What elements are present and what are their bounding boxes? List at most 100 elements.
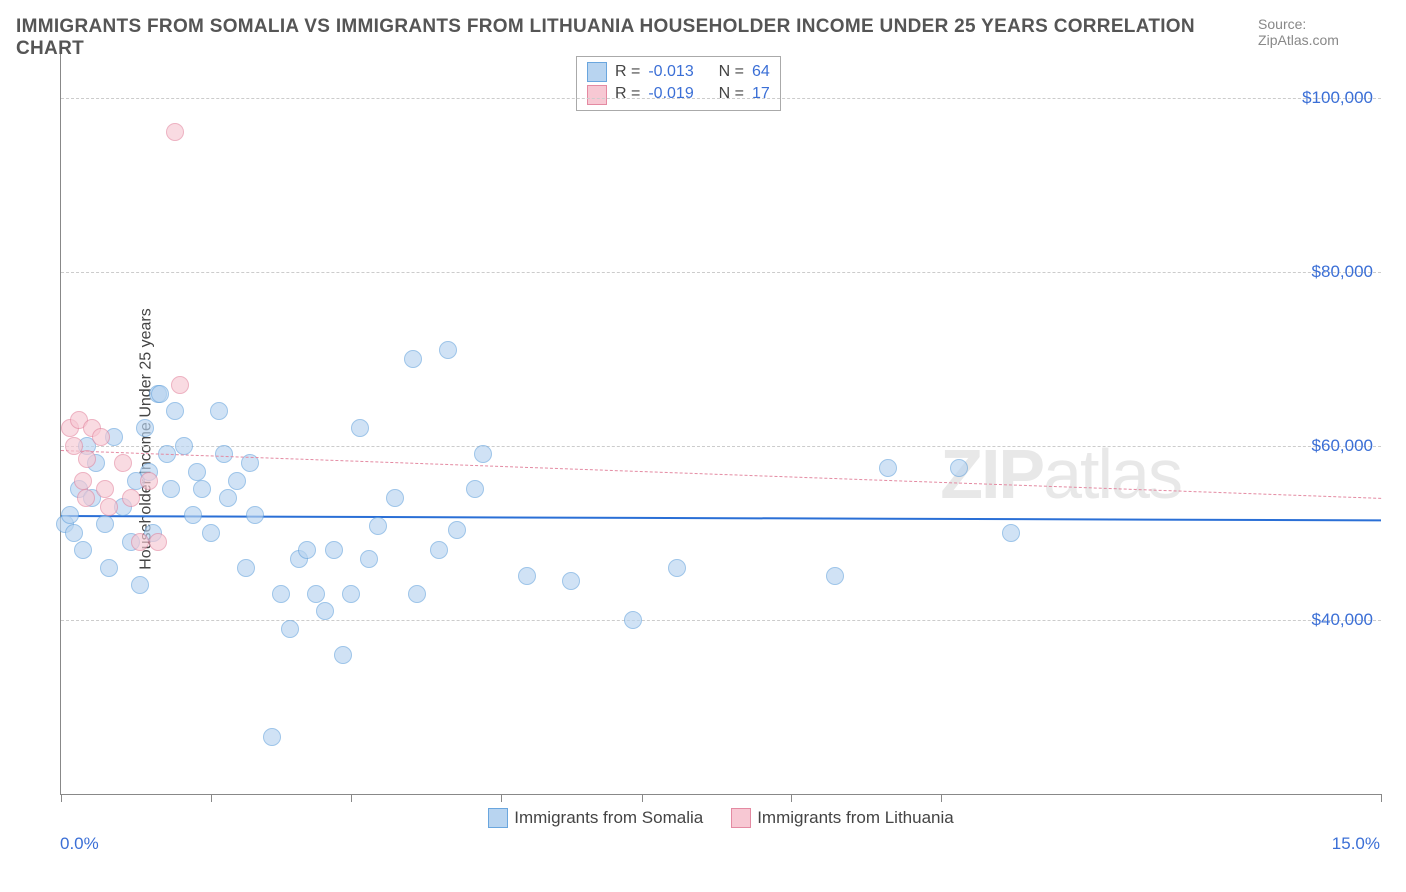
data-point-somalia (334, 646, 352, 664)
swatch-icon (587, 85, 607, 105)
data-point-somalia (210, 402, 228, 420)
data-point-somalia (879, 459, 897, 477)
data-point-somalia (175, 437, 193, 455)
data-point-lithuania (149, 533, 167, 551)
legend-item-somalia: Immigrants from Somalia (488, 808, 703, 828)
stats-row-somalia: R = -0.013 N = 64 (587, 61, 770, 83)
data-point-somalia (430, 541, 448, 559)
data-point-somalia (65, 524, 83, 542)
swatch-icon (731, 808, 751, 828)
data-point-somalia (360, 550, 378, 568)
data-point-somalia (166, 402, 184, 420)
data-point-somalia (202, 524, 220, 542)
data-point-somalia (386, 489, 404, 507)
data-point-lithuania (114, 454, 132, 472)
legend-label: Immigrants from Lithuania (757, 808, 954, 828)
trend-line-lithuania (61, 450, 1381, 499)
x-tick (791, 794, 792, 802)
legend-item-lithuania: Immigrants from Lithuania (731, 808, 954, 828)
data-point-somalia (624, 611, 642, 629)
data-point-lithuania (166, 123, 184, 141)
data-point-lithuania (171, 376, 189, 394)
gridline (61, 620, 1381, 621)
data-point-somalia (96, 515, 114, 533)
data-point-lithuania (78, 450, 96, 468)
source-name: ZipAtlas.com (1258, 32, 1339, 48)
data-point-somalia (246, 506, 264, 524)
y-tick-label: $40,000 (1312, 610, 1373, 630)
swatch-icon (587, 62, 607, 82)
data-point-somalia (184, 506, 202, 524)
x-axis-max-label: 15.0% (1332, 834, 1380, 854)
data-point-lithuania (140, 472, 158, 490)
swatch-icon (488, 808, 508, 828)
gridline (61, 98, 1381, 99)
data-point-lithuania (131, 533, 149, 551)
data-point-somalia (74, 541, 92, 559)
y-tick-label: $80,000 (1312, 262, 1373, 282)
data-point-somalia (562, 572, 580, 590)
data-point-somalia (136, 419, 154, 437)
data-point-somalia (237, 559, 255, 577)
gridline (61, 272, 1381, 273)
stat-N-label: N = (719, 83, 744, 105)
data-point-lithuania (92, 428, 110, 446)
stat-R-value: -0.013 (648, 61, 693, 83)
x-tick (501, 794, 502, 802)
data-point-somalia (439, 341, 457, 359)
data-point-somalia (281, 620, 299, 638)
stat-R-label: R = (615, 61, 640, 83)
data-point-somalia (518, 567, 536, 585)
stat-N-value: 64 (752, 61, 770, 83)
data-point-somalia (351, 419, 369, 437)
x-tick (351, 794, 352, 802)
data-point-lithuania (74, 472, 92, 490)
data-point-somalia (1002, 524, 1020, 542)
data-point-somalia (474, 445, 492, 463)
data-point-somalia (61, 506, 79, 524)
data-point-somalia (342, 585, 360, 603)
data-point-lithuania (122, 489, 140, 507)
data-point-somalia (263, 728, 281, 746)
stat-R-label: R = (615, 83, 640, 105)
legend-label: Immigrants from Somalia (514, 808, 703, 828)
data-point-somalia (131, 576, 149, 594)
stats-legend-box: R = -0.013 N = 64R = -0.019 N = 17 (576, 56, 781, 111)
stats-row-lithuania: R = -0.019 N = 17 (587, 83, 770, 105)
x-axis-min-label: 0.0% (60, 834, 99, 854)
data-point-somalia (162, 480, 180, 498)
data-point-somalia (668, 559, 686, 577)
x-tick (1381, 794, 1382, 802)
data-point-somalia (193, 480, 211, 498)
data-point-somalia (219, 489, 237, 507)
data-point-lithuania (100, 498, 118, 516)
x-tick (642, 794, 643, 802)
data-point-somalia (307, 585, 325, 603)
data-point-somalia (950, 459, 968, 477)
data-point-somalia (448, 521, 466, 539)
data-point-somalia (404, 350, 422, 368)
data-point-somalia (215, 445, 233, 463)
data-point-somalia (316, 602, 334, 620)
data-point-somalia (369, 517, 387, 535)
data-point-somalia (228, 472, 246, 490)
data-point-somalia (272, 585, 290, 603)
data-point-somalia (466, 480, 484, 498)
stat-N-label: N = (719, 61, 744, 83)
chart-container: Householder Income Under 25 years ZIPatl… (48, 54, 1388, 824)
stat-R-value: -0.019 (648, 83, 693, 105)
data-point-somalia (408, 585, 426, 603)
data-point-lithuania (96, 480, 114, 498)
x-tick (941, 794, 942, 802)
x-tick (61, 794, 62, 802)
data-point-somalia (298, 541, 316, 559)
gridline (61, 446, 1381, 447)
y-tick-label: $60,000 (1312, 436, 1373, 456)
data-point-somalia (325, 541, 343, 559)
data-point-somalia (100, 559, 118, 577)
y-tick-label: $100,000 (1302, 88, 1373, 108)
data-point-somalia (151, 385, 169, 403)
source-label: Source: (1258, 16, 1306, 32)
stat-N-value: 17 (752, 83, 770, 105)
data-point-somalia (826, 567, 844, 585)
